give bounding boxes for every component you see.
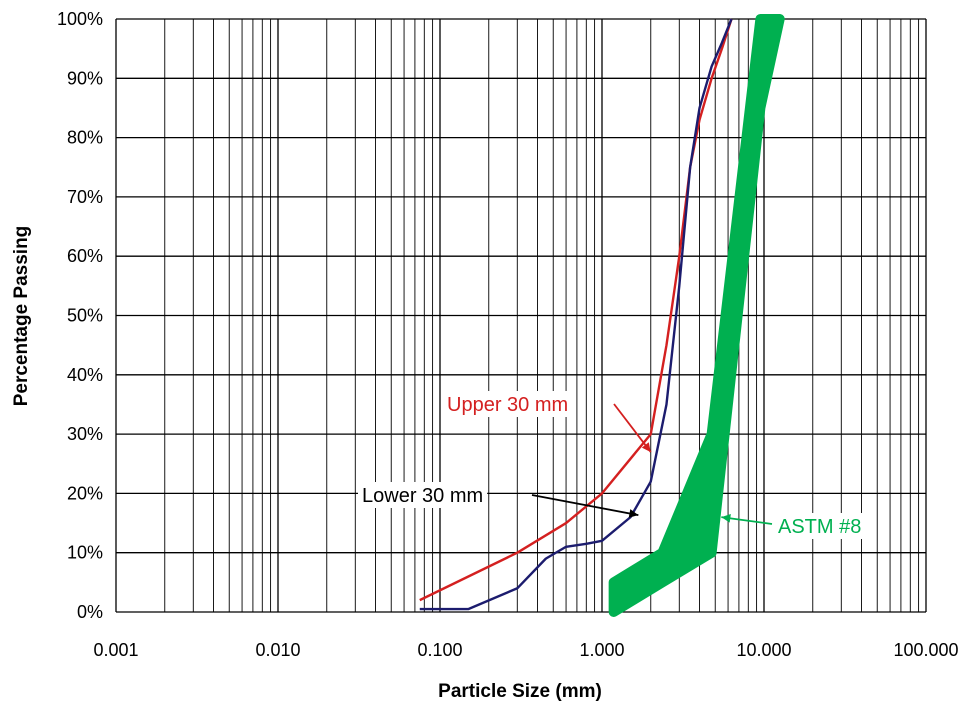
series-line-lower-30-mm <box>419 18 733 611</box>
annotation-arrowhead-lower-30-mm <box>628 509 639 518</box>
x-tick-label: 0.100 <box>417 640 462 660</box>
annotation-astm-8: ASTM #8 <box>778 516 861 538</box>
annotation-arrow-lower-30-mm <box>531 494 639 517</box>
series-layer <box>419 14 785 617</box>
y-tick-label: 90% <box>67 68 103 88</box>
x-tick-labels: 0.001 0.010 0.100 1.000 10.000 100.000 <box>93 640 958 660</box>
annotation-arrowhead-astm-8 <box>721 514 731 523</box>
series-line-upper-30-mm <box>419 18 733 602</box>
annotation-bg-astm-8 <box>774 513 866 539</box>
y-tick-label: 30% <box>67 424 103 444</box>
y-tick-label: 80% <box>67 128 103 148</box>
annotation-arrow-upper-30-mm <box>613 403 652 453</box>
y-tick-label: 100% <box>57 9 103 29</box>
y-tick-label: 60% <box>67 246 103 266</box>
y-tick-label: 70% <box>67 187 103 207</box>
annotation-arrowhead-upper-30-mm <box>641 442 651 453</box>
annotation-upper-30-mm: Upper 30 mm <box>447 394 568 416</box>
x-tick-label: 0.001 <box>93 640 138 660</box>
x-axis-title: Particle Size (mm) <box>438 681 602 702</box>
x-tick-label: 100.000 <box>893 640 958 660</box>
y-tick-labels: 0% 10% 20% 30% 40% 50% 60% 70% 80% 90% 100% <box>57 9 103 622</box>
annotations: Upper 30 mm Lower 30 mm ASTM #8 <box>358 391 866 539</box>
annotation-bg-lower-30-mm <box>358 482 488 508</box>
x-tick-label: 0.010 <box>255 640 300 660</box>
y-tick-label: 40% <box>67 365 103 385</box>
series-band-astm-8 <box>608 14 785 617</box>
y-tick-label: 10% <box>67 543 103 563</box>
y-tick-label: 20% <box>67 483 103 503</box>
x-tick-label: 1.000 <box>579 640 624 660</box>
y-axis-title: Percentage Passing <box>11 226 32 407</box>
annotation-lower-30-mm: Lower 30 mm <box>362 485 483 507</box>
y-tick-label: 50% <box>67 306 103 326</box>
y-tick-label: 0% <box>77 602 103 622</box>
x-tick-label: 10.000 <box>736 640 791 660</box>
annotation-bg-upper-30-mm <box>443 391 573 417</box>
